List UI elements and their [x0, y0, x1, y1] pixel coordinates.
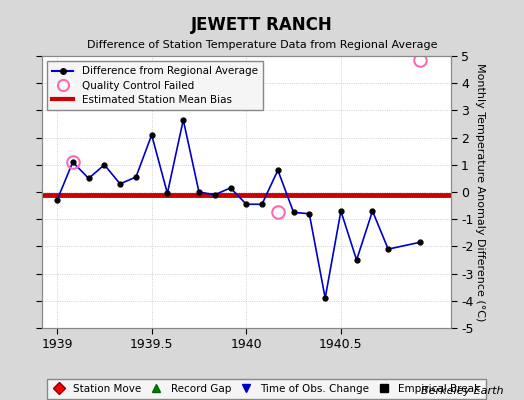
Y-axis label: Monthly Temperature Anomaly Difference (°C): Monthly Temperature Anomaly Difference (… — [475, 63, 485, 321]
Text: Difference of Station Temperature Data from Regional Average: Difference of Station Temperature Data f… — [87, 40, 437, 50]
Text: JEWETT RANCH: JEWETT RANCH — [191, 16, 333, 34]
Text: Berkeley Earth: Berkeley Earth — [421, 386, 503, 396]
Legend: Station Move, Record Gap, Time of Obs. Change, Empirical Break: Station Move, Record Gap, Time of Obs. C… — [47, 378, 486, 399]
